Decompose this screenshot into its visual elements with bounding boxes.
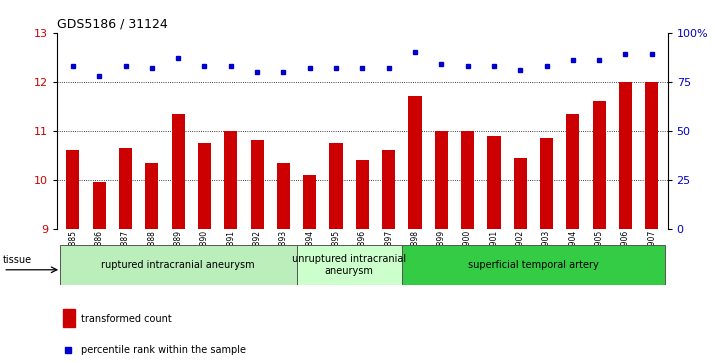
Bar — [566, 114, 580, 229]
Bar — [145, 163, 159, 229]
Text: ruptured intracranial aneurysm: ruptured intracranial aneurysm — [101, 260, 255, 270]
Text: GDS5186 / 31124: GDS5186 / 31124 — [57, 17, 168, 30]
Bar — [461, 131, 474, 229]
Bar — [356, 160, 369, 229]
Text: tissue: tissue — [3, 255, 32, 265]
Bar — [171, 114, 185, 229]
Bar — [224, 131, 237, 229]
Text: unruptured intracranial
aneurysm: unruptured intracranial aneurysm — [292, 254, 406, 276]
Bar — [198, 143, 211, 229]
Text: superficial temporal artery: superficial temporal artery — [468, 260, 599, 270]
Bar — [488, 135, 501, 229]
Bar — [329, 143, 343, 229]
Bar — [645, 82, 658, 229]
Text: percentile rank within the sample: percentile rank within the sample — [81, 345, 246, 355]
Bar — [64, 309, 75, 327]
Bar — [296, 245, 402, 285]
Text: transformed count: transformed count — [81, 314, 172, 323]
Bar — [402, 245, 665, 285]
Bar — [119, 148, 132, 229]
Bar — [619, 82, 632, 229]
Bar — [408, 97, 421, 229]
Bar — [60, 245, 296, 285]
Bar — [93, 182, 106, 229]
Bar — [382, 150, 396, 229]
Bar — [303, 175, 316, 229]
Bar — [540, 138, 553, 229]
Bar — [251, 140, 263, 229]
Bar — [513, 158, 527, 229]
Bar — [277, 163, 290, 229]
Bar — [66, 150, 79, 229]
Bar — [435, 131, 448, 229]
Bar — [593, 101, 605, 229]
